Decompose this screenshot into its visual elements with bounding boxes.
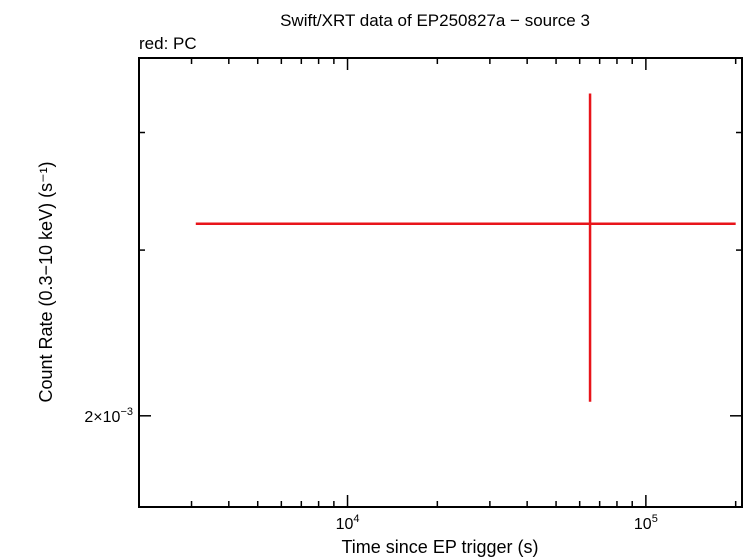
plot-frame	[138, 57, 743, 508]
chart-title: Swift/XRT data of EP250827a − source 3	[280, 11, 590, 30]
data-points	[195, 93, 736, 402]
tick-labels: 104 105 2×10−3	[84, 406, 657, 533]
chart-subtitle: red: PC	[139, 34, 197, 53]
y-axis-label: Count Rate (0.3−10 keV) (s⁻¹)	[36, 161, 56, 402]
x-axis-label: Time since EP trigger (s)	[341, 537, 538, 557]
axis-ticks	[138, 58, 742, 507]
y-tick-label: 2×10−3	[84, 406, 133, 426]
x-tick-label: 104	[336, 513, 360, 533]
x-tick-label: 105	[634, 513, 658, 533]
